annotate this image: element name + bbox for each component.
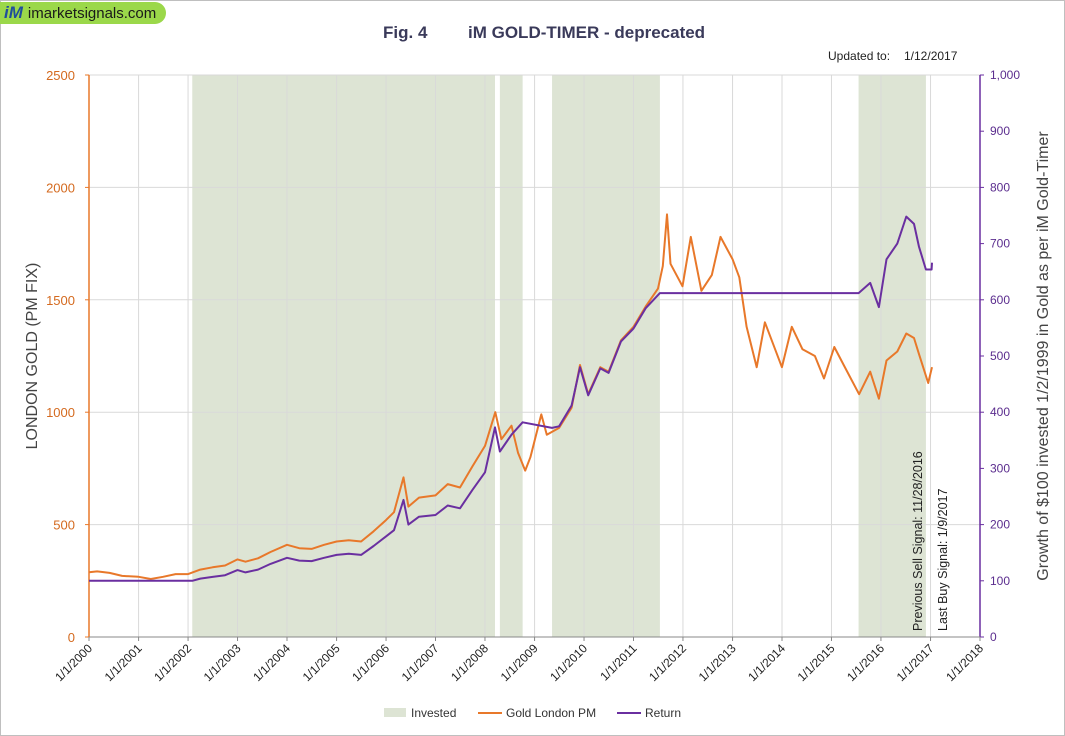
y-right-tick-label: 1,000 [990, 68, 1020, 82]
gold-price-line [88, 213, 933, 580]
invested-band-2 [552, 75, 660, 637]
x-tick-label: 1/1/2017 [894, 641, 937, 684]
x-tick-label: 1/1/2010 [547, 641, 590, 684]
x-tick-label: 1/1/2018 [943, 641, 986, 684]
site-logo[interactable]: iM imarketsignals.com [0, 2, 167, 24]
y-right-tick-label: 100 [990, 574, 1010, 588]
invested-band-1 [499, 75, 523, 637]
y-left-tick-label: 0 [68, 630, 75, 645]
x-tick-label: 1/1/2009 [498, 641, 541, 684]
x-tick-label: 1/1/2006 [349, 641, 392, 684]
x-tick-label: 1/1/2002 [151, 641, 194, 684]
y-axis-right-label: Growth of $100 invested 1/2/1999 in Gold… [1035, 131, 1052, 581]
annotation-sell-signal: Previous Sell Signal: 11/28/2016 [911, 451, 925, 631]
y-right-tick-label: 600 [990, 293, 1010, 307]
y-left-tick-label: 2500 [46, 68, 75, 83]
x-tick-label: 1/1/2000 [52, 641, 95, 684]
chart-title-fig: Fig. 4 [383, 23, 428, 42]
x-tick-label: 1/1/2014 [745, 641, 788, 684]
updated-label: Updated to: [828, 49, 890, 63]
y-right-tick-label: 0 [990, 630, 997, 644]
logo-text: imarketsignals.com [27, 4, 157, 22]
legend-label-gold: Gold London PM [506, 706, 596, 720]
series-lines [88, 213, 933, 582]
updated-value: 1/12/2017 [904, 49, 958, 63]
y-right-tick-label: 800 [990, 180, 1010, 194]
axes [85, 74, 984, 641]
y-right-tick-label: 900 [990, 124, 1010, 138]
x-tick-label: 1/1/2008 [448, 641, 491, 684]
legend-label-return: Return [645, 706, 681, 720]
invested-band-0 [192, 75, 495, 637]
x-tick-label: 1/1/2015 [795, 641, 838, 684]
x-tick-label: 1/1/2013 [696, 641, 739, 684]
x-tick-label: 1/1/2004 [250, 641, 293, 684]
y-right-tick-label: 200 [990, 518, 1010, 532]
invested-bands [192, 75, 926, 637]
y-right-tick-label: 400 [990, 405, 1010, 419]
y-left-tick-label: 2000 [46, 180, 75, 195]
y-left-tick-label: 500 [53, 518, 75, 533]
logo-mark: iM [4, 3, 23, 22]
y-right-tick-label: 300 [990, 461, 1010, 475]
y-right-tick-label: 700 [990, 237, 1010, 251]
x-tick-label: 1/1/2007 [399, 641, 442, 684]
y-axis-left-label: LONDON GOLD (PM FIX) [24, 263, 41, 450]
legend-swatch-invested [384, 708, 406, 717]
legend: Invested Gold London PM Return [384, 706, 681, 720]
x-tick-label: 1/1/2001 [102, 641, 145, 684]
legend-label-invested: Invested [411, 706, 456, 720]
x-tick-label: 1/1/2011 [597, 641, 640, 684]
annotation-buy-signal: Last Buy Signal: 1/9/2017 [936, 488, 950, 631]
x-tick-label: 1/1/2003 [201, 641, 244, 684]
y-left-tick-label: 1500 [46, 293, 75, 308]
return-line [89, 215, 933, 582]
y-left-tick-label: 1000 [46, 405, 75, 420]
x-tick-label: 1/1/2012 [646, 641, 689, 684]
x-tick-label: 1/1/2016 [844, 641, 887, 684]
x-tick-label: 1/1/2005 [300, 641, 343, 684]
y-right-tick-label: 500 [990, 349, 1010, 363]
chart-title: iM GOLD-TIMER - deprecated [468, 23, 705, 42]
